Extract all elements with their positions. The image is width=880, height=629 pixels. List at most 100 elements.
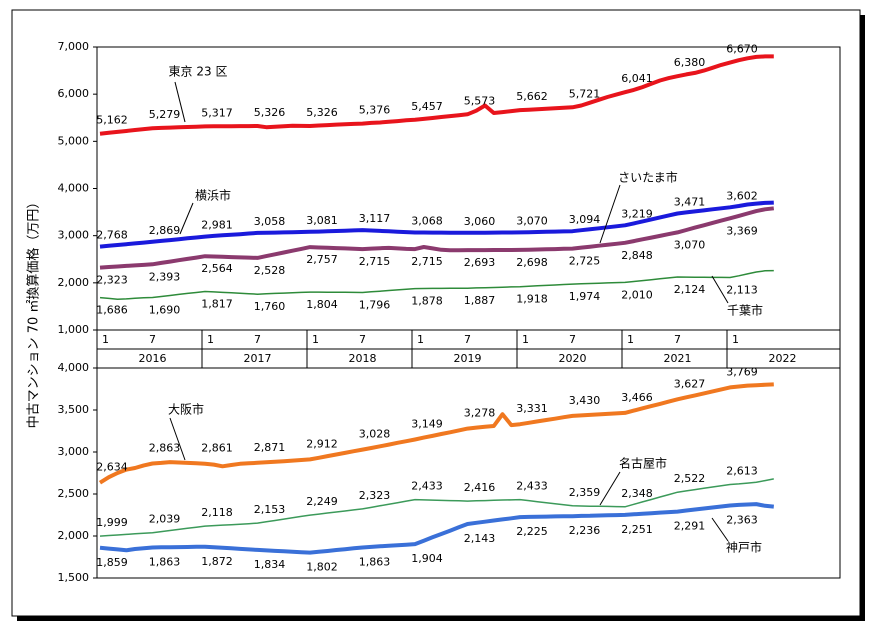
data-label: 3,058 xyxy=(254,215,286,228)
data-label: 3,068 xyxy=(411,214,443,227)
data-label: 2,249 xyxy=(306,495,338,508)
data-label: 2,039 xyxy=(149,513,181,526)
data-label: 2,564 xyxy=(201,262,233,275)
data-label: 2,528 xyxy=(254,264,286,277)
data-label: 3,430 xyxy=(569,394,601,407)
plot-frame xyxy=(96,367,841,579)
data-label: 2,433 xyxy=(516,480,548,493)
data-label: 3,094 xyxy=(569,213,601,226)
data-label: 2,693 xyxy=(464,256,496,269)
series-line xyxy=(98,382,774,485)
data-label: 3,028 xyxy=(359,428,391,441)
data-label: 2,869 xyxy=(149,224,181,237)
data-label: 3,602 xyxy=(726,189,758,202)
data-label: 3,278 xyxy=(464,407,496,420)
x-tick-label: 1 xyxy=(207,333,214,346)
data-label: 2,757 xyxy=(306,253,338,266)
data-label: 2,725 xyxy=(569,255,601,268)
data-label: 1,904 xyxy=(411,552,443,565)
data-label: 3,331 xyxy=(516,402,548,415)
frame xyxy=(11,9,861,617)
data-label: 1,863 xyxy=(359,556,391,569)
data-label: 3,117 xyxy=(359,212,391,225)
data-label: 5,457 xyxy=(411,100,443,113)
series-name: 横浜市 xyxy=(195,188,231,203)
y-tick-label: 2,000 xyxy=(58,276,90,289)
y-tick-label: 1,000 xyxy=(58,323,90,336)
data-label: 2,348 xyxy=(621,487,653,500)
x-tick-label: 7 xyxy=(359,333,366,346)
data-label: 2,613 xyxy=(726,465,758,478)
y-axis-label: 中古マンション 70 ㎡換算価格（万円） xyxy=(26,196,42,429)
data-label: 1,887 xyxy=(464,294,496,307)
data-label: 2,522 xyxy=(674,472,706,485)
data-label: 1,974 xyxy=(569,290,601,303)
leader-line xyxy=(179,202,194,235)
data-label: 2,323 xyxy=(359,489,391,502)
data-label: 1,686 xyxy=(96,304,128,317)
data-label: 1,817 xyxy=(201,297,233,310)
year-label: 2021 xyxy=(664,352,692,365)
data-label: 3,070 xyxy=(516,214,548,227)
y-tick-label: 3,000 xyxy=(58,445,90,458)
data-label: 5,662 xyxy=(516,90,548,103)
y-tick-label: 7,000 xyxy=(58,40,90,53)
y-tick-label: 5,000 xyxy=(58,134,90,147)
data-label: 2,113 xyxy=(726,284,758,297)
data-label: 2,124 xyxy=(674,283,706,296)
data-label: 3,081 xyxy=(306,214,338,227)
data-label: 2,359 xyxy=(569,486,601,499)
series-name: 大阪市 xyxy=(168,402,204,417)
y-tick-label: 6,000 xyxy=(58,87,90,100)
data-label: 2,861 xyxy=(201,442,233,455)
data-label: 2,143 xyxy=(464,532,496,545)
data-label: 2,634 xyxy=(96,461,128,474)
data-label: 5,326 xyxy=(254,106,286,119)
x-tick-label: 1 xyxy=(102,333,109,346)
x-tick-label: 7 xyxy=(674,333,681,346)
data-label: 2,118 xyxy=(201,506,233,519)
data-label: 6,041 xyxy=(621,72,653,85)
x-tick-label: 7 xyxy=(149,333,156,346)
series-line xyxy=(99,269,774,301)
data-label: 1,999 xyxy=(96,516,128,529)
data-label: 6,380 xyxy=(674,56,706,69)
x-tick-label: 1 xyxy=(732,333,739,346)
data-label: 2,393 xyxy=(149,270,181,283)
x-tick-label: 7 xyxy=(464,333,471,346)
leader-line xyxy=(599,471,621,506)
y-tick-label: 2,500 xyxy=(58,487,90,500)
data-label: 1,796 xyxy=(359,298,391,311)
series-name: 神戸市 xyxy=(726,540,762,555)
year-label: 2022 xyxy=(769,352,797,365)
y-tick-label: 4,000 xyxy=(58,182,90,195)
data-label: 1,760 xyxy=(254,300,286,313)
data-label: 2,871 xyxy=(254,441,286,454)
data-label: 1,802 xyxy=(306,561,338,574)
data-label: 2,981 xyxy=(201,219,233,232)
series-line xyxy=(99,206,775,270)
x-tick-label: 1 xyxy=(627,333,634,346)
x-tick-label: 7 xyxy=(569,333,576,346)
year-label: 2018 xyxy=(349,352,377,365)
y-tick-label: 3,500 xyxy=(58,403,90,416)
data-label: 1,834 xyxy=(254,558,286,571)
data-label: 3,466 xyxy=(621,391,653,404)
data-label: 3,070 xyxy=(674,238,706,251)
data-label: 2,848 xyxy=(621,249,653,262)
x-tick-label: 1 xyxy=(312,333,319,346)
data-label: 3,149 xyxy=(411,417,443,430)
leader-line xyxy=(599,184,621,244)
data-label: 5,326 xyxy=(306,106,338,119)
data-label: 2,236 xyxy=(569,524,601,537)
data-label: 6,670 xyxy=(726,43,758,56)
year-label: 2020 xyxy=(559,352,587,365)
year-label: 2019 xyxy=(454,352,482,365)
data-label: 1,690 xyxy=(149,303,181,316)
data-label: 2,912 xyxy=(306,437,338,450)
data-label: 2,715 xyxy=(359,255,391,268)
data-label: 1,863 xyxy=(149,556,181,569)
series-name: 名古屋市 xyxy=(619,456,667,471)
y-tick-label: 4,000 xyxy=(58,361,90,374)
